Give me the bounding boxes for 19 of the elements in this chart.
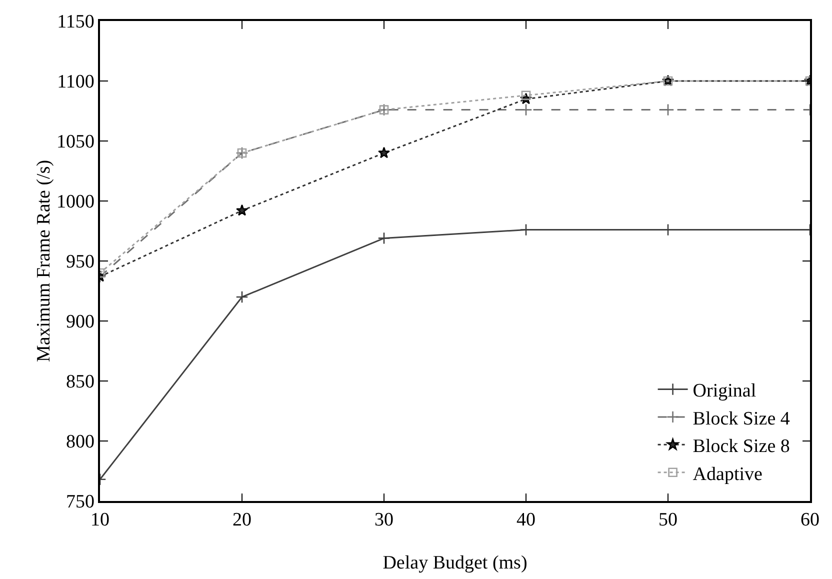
legend-label: Adaptive (692, 464, 762, 485)
y-axis-title: Maximum Frame Rate (/s) (33, 160, 54, 362)
legend-label: Original (692, 380, 756, 402)
x-tick-label: 40 (516, 510, 536, 531)
y-tick-label: 1000 (56, 192, 94, 213)
x-tick-label: 20 (232, 510, 252, 531)
x-axis-title: Delay Budget (ms) (382, 552, 528, 574)
legend-label: Block Size 4 (692, 408, 790, 430)
y-tick-label: 1050 (56, 132, 94, 153)
x-tick-label: 30 (374, 510, 394, 531)
y-tick-label: 900 (66, 312, 94, 333)
x-tick-label: 50 (658, 510, 678, 531)
y-tick-label: 1150 (57, 12, 94, 33)
y-tick-label: 950 (66, 252, 94, 273)
legend-label: Block Size 8 (692, 436, 790, 458)
y-tick-label: 1100 (57, 72, 94, 93)
x-tick-label: 60 (800, 510, 820, 531)
y-tick-label: 800 (66, 432, 94, 453)
y-tick-label: 850 (66, 372, 94, 393)
